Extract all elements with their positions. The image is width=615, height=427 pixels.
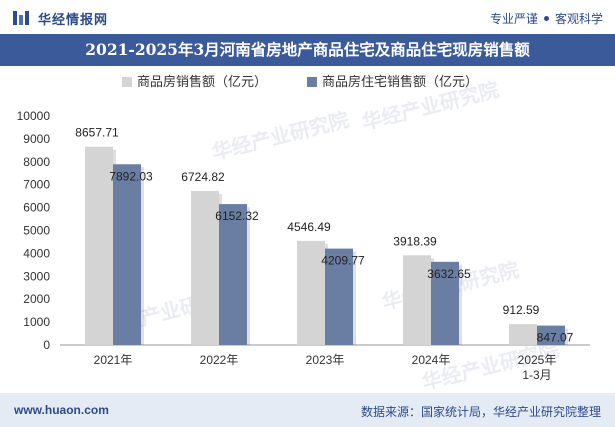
footer-source: 数据来源：国家统计局，华经产业研究院整理	[360, 405, 601, 419]
data-label-series-1: 6724.82	[181, 170, 225, 184]
data-label-series-2: 6152.32	[215, 209, 259, 223]
brand-name: 华经情报网	[38, 11, 109, 27]
x-tick-label: 2025年	[518, 353, 557, 367]
legend-swatch-1	[122, 77, 132, 87]
x-tick-label: 2021年	[94, 353, 133, 367]
tagline-left: 专业严谨	[489, 12, 538, 26]
bar-series-1	[509, 324, 537, 345]
title-band: 2021-2025年3月河南省房地产商品住宅及商品住宅现房销售额	[0, 34, 615, 66]
y-tick-label: 3000	[23, 269, 50, 283]
bar-series-1	[191, 191, 219, 345]
data-label-series-1: 912.59	[503, 303, 540, 317]
y-tick-label: 4000	[23, 246, 50, 260]
bar-series-2	[219, 204, 247, 345]
y-tick-label: 1000	[23, 315, 50, 329]
chart: 商品房销售额（亿元） 商品房住宅销售额（亿元） 0 1000 2000 3000 4000 5…	[17, 74, 590, 382]
bar-series-1	[85, 146, 113, 345]
legend-label-2: 商品房住宅销售额（亿元）	[322, 74, 478, 89]
tagline-dot-icon	[543, 16, 549, 21]
legend-label-1: 商品房销售额（亿元）	[137, 74, 267, 89]
footer: www.huaon.com 数据来源：国家统计局，华经产业研究院整理	[0, 393, 615, 427]
data-label-series-2: 7892.03	[109, 169, 153, 183]
y-tick-label: 5000	[23, 224, 50, 238]
y-tick-label: 6000	[23, 201, 50, 215]
data-label-series-2: 3632.65	[427, 267, 471, 281]
footer-site-link[interactable]: www.huaon.com	[14, 403, 109, 417]
top-bar: 华经情报网 专业严谨 客观科学	[0, 0, 615, 34]
bar-series-2	[325, 248, 353, 345]
data-label-series-2: 847.07	[537, 331, 574, 345]
data-label-series-1: 8657.71	[75, 126, 119, 140]
brand[interactable]: 华经情报网	[12, 8, 108, 28]
y-tick-label: 8000	[23, 155, 50, 169]
x-tick-label: 2022年	[200, 353, 239, 367]
data-label-series-2: 4209.77	[321, 254, 365, 268]
tagline: 专业严谨 客观科学	[490, 10, 603, 27]
bar-series-1	[403, 255, 431, 345]
data-label-series-1: 3918.39	[393, 234, 437, 248]
data-label-series-1: 4546.49	[287, 220, 331, 234]
tagline-right: 客观科学	[554, 12, 603, 26]
y-tick-label: 2000	[23, 292, 50, 306]
chart-title: 2021-2025年3月河南省房地产商品住宅及商品住宅现房销售额	[85, 40, 530, 59]
y-tick-label: 0	[43, 338, 50, 352]
x-tick-label: 2023年	[306, 353, 345, 367]
brand-logo-icon	[13, 11, 29, 25]
x-tick-label: 2024年	[412, 353, 451, 367]
bar-series-2	[431, 261, 459, 345]
legend-swatch-2	[307, 77, 317, 87]
bar-series-2	[113, 164, 141, 345]
y-tick-label: 7000	[23, 178, 50, 192]
bar-series-1	[297, 240, 325, 345]
y-tick-label: 10000	[17, 109, 51, 123]
y-tick-label: 9000	[23, 132, 50, 146]
x-tick-label: 1-3月	[522, 368, 551, 382]
bar-series-2	[537, 325, 565, 345]
